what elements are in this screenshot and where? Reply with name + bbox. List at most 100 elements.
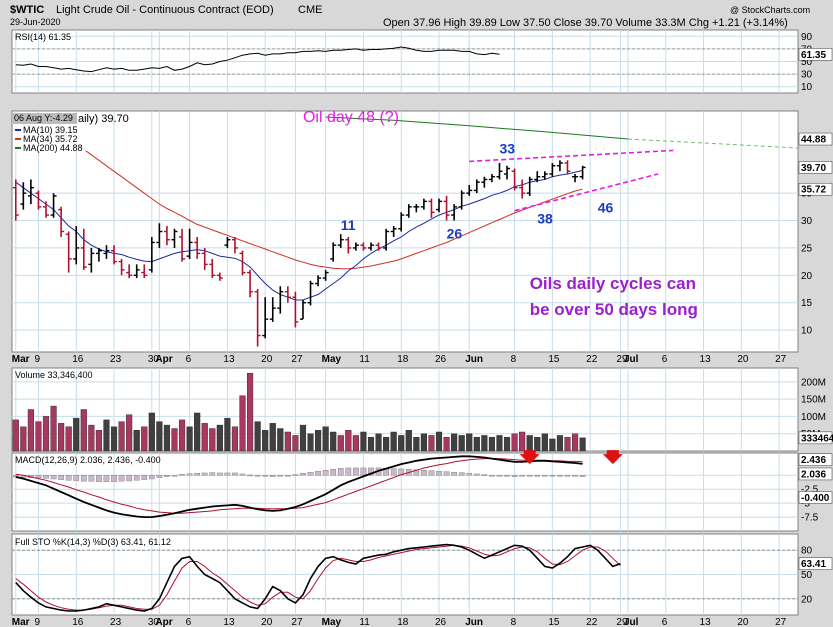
- x-tick-label: 18: [397, 617, 409, 627]
- close-last-value: 39.70: [801, 163, 826, 174]
- volume-bar: [367, 436, 375, 452]
- ma34-line: [15, 121, 583, 270]
- x-tick-label: 27: [775, 617, 787, 627]
- volume-bar: [27, 409, 34, 452]
- price-panel: 101520253035Oil day 48 (?)3311263846Oils…: [11, 109, 833, 353]
- volume-bar: [80, 409, 87, 452]
- x-tick-label: 15: [548, 617, 560, 627]
- volume-bar: [541, 433, 548, 452]
- macd-histogram-bar: [322, 470, 329, 476]
- volume-bar: [352, 435, 359, 452]
- volume-bar: [12, 419, 19, 452]
- macd-histogram-bar: [65, 475, 72, 481]
- x-tick-label: Apr: [155, 354, 172, 365]
- volume-bar: [269, 423, 276, 452]
- x-tick-label: May: [322, 354, 342, 365]
- macd-histogram-bar: [179, 474, 185, 476]
- macd-signal-last-value-box: [798, 453, 833, 466]
- volume-bar: [549, 438, 556, 452]
- macd-histogram-bar: [194, 473, 201, 476]
- ma200-projection: [627, 138, 802, 149]
- volume-bar: [398, 435, 405, 452]
- volume-bar: [209, 428, 216, 452]
- volume-y-tick-label: 100M: [801, 412, 826, 423]
- macd-histogram-bar: [390, 468, 397, 476]
- macd-histogram-bar: [269, 475, 276, 477]
- volume-bar: [322, 426, 329, 452]
- price-legend-entry: MA(10) 39.15: [23, 125, 78, 135]
- volume-bar: [58, 423, 65, 452]
- macd-histogram-bar: [436, 471, 442, 476]
- macd-histogram-bar: [247, 474, 253, 477]
- price-y-tick-label: 25: [801, 243, 813, 254]
- macd-histogram-bar: [126, 475, 132, 482]
- volume-bar: [481, 435, 488, 452]
- price-y-tick-label: 10: [801, 326, 813, 337]
- macd-histogram-bar: [148, 475, 155, 480]
- rsi-line: [15, 46, 500, 73]
- volume-bar: [519, 431, 526, 452]
- x-tick-label: 18: [397, 354, 409, 365]
- volume-legend: Volume 33,346,400: [15, 370, 93, 380]
- volume-last-value: 33346400: [801, 433, 833, 444]
- stochastic-legend: Full STO %K(14,3) %D(3) 63.41, 61.12: [15, 537, 171, 547]
- volume-bar: [133, 430, 140, 452]
- volume-bar: [110, 426, 118, 452]
- macd-histogram-bar: [292, 474, 299, 476]
- x-tick-label: 13: [223, 354, 235, 365]
- volume-bar: [526, 435, 533, 452]
- x-tick-label: 6: [186, 617, 192, 627]
- x-tick-label: Jul: [624, 617, 639, 627]
- volume-bar: [171, 428, 178, 452]
- annotation-text: 26: [447, 226, 463, 242]
- volume-bar: [503, 436, 511, 452]
- volume-bar: [35, 421, 42, 452]
- annotation-text: 11: [341, 217, 356, 233]
- macd-hist-last-value: -0.400: [801, 493, 830, 504]
- volume-bar: [307, 433, 314, 452]
- volume-bar: [360, 431, 367, 452]
- volume-bar: [73, 417, 80, 452]
- macd-histogram-bar: [80, 475, 87, 482]
- volume-bar: [163, 424, 171, 452]
- volume-bar: [337, 435, 344, 452]
- macd-histogram-bar: [398, 468, 405, 476]
- volume-bar: [466, 433, 473, 452]
- rsi-y-tick-label: 50: [801, 57, 813, 68]
- macd-histogram-bar: [232, 472, 238, 476]
- volume-bar: [292, 435, 299, 452]
- macd-histogram-bar: [368, 467, 374, 476]
- ma200-last-value-box: [798, 132, 833, 146]
- volume-bar: [148, 412, 155, 452]
- x-tick-label: 27: [291, 354, 303, 365]
- macd-histogram-bar: [156, 475, 163, 478]
- ma10-line: [15, 169, 583, 301]
- volume-bar: [141, 426, 148, 452]
- macd-histogram-bar: [103, 475, 110, 482]
- ma200-last-value: 44.88: [801, 135, 826, 146]
- volume-bar: [330, 431, 337, 452]
- macd-histogram-bar: [277, 475, 284, 477]
- x-tick-label: 11: [359, 617, 370, 627]
- macd-histogram-bar: [58, 475, 64, 480]
- volume-bar: [488, 436, 495, 452]
- ma34-last-value-box: [798, 182, 833, 196]
- rsi-y-tick-label: 10: [801, 82, 813, 93]
- volume-bar: [50, 405, 57, 452]
- price-y-tick-label: 30: [801, 216, 813, 227]
- stochastic-last-value: 63.41: [801, 559, 826, 570]
- annotation-text: be over 50 days long: [530, 300, 698, 319]
- rsi-y-tick-label: 90: [801, 32, 813, 43]
- price-y-tick-label: 15: [801, 298, 813, 309]
- price-legend-fragment: aily) 39.70: [78, 113, 129, 125]
- volume-bar: [564, 436, 571, 452]
- macd-histogram-bar: [572, 475, 578, 477]
- macd-histogram-bar: [111, 475, 117, 482]
- volume-bar: [178, 419, 186, 452]
- x-tick-label: 6: [186, 354, 192, 365]
- x-tick-label: 27: [775, 354, 787, 365]
- macd-histogram-bar: [12, 475, 19, 478]
- volume-bar: [556, 435, 564, 452]
- macd-histogram-bar: [360, 467, 367, 476]
- hover-readout-bg: [13, 113, 77, 124]
